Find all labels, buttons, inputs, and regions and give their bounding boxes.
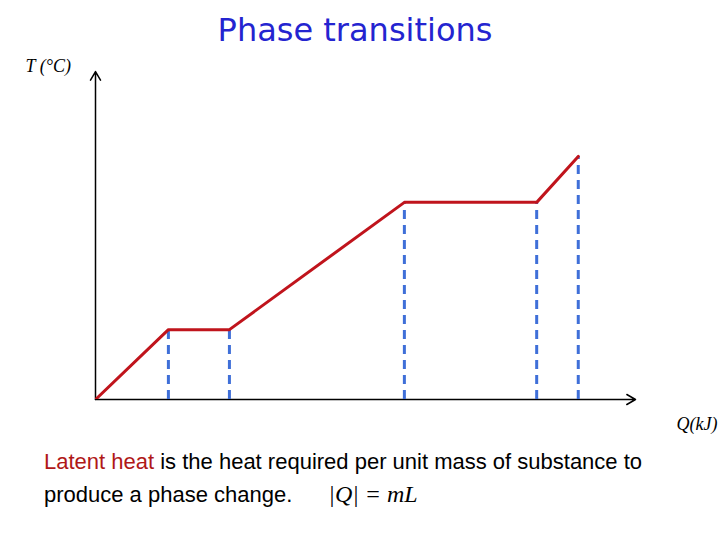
html-text:Phase transitions: Phase transitions bbox=[217, 11, 493, 49]
html-text:Latent heat is the heat requir: Latent heat is the heat required per uni… bbox=[44, 449, 643, 507]
svg-text:T (°C): T (°C) bbox=[26, 56, 71, 77]
html-text:|Q| = mL: |Q| = mL bbox=[328, 481, 418, 507]
svg-text:Q(kJ): Q(kJ) bbox=[677, 414, 718, 435]
